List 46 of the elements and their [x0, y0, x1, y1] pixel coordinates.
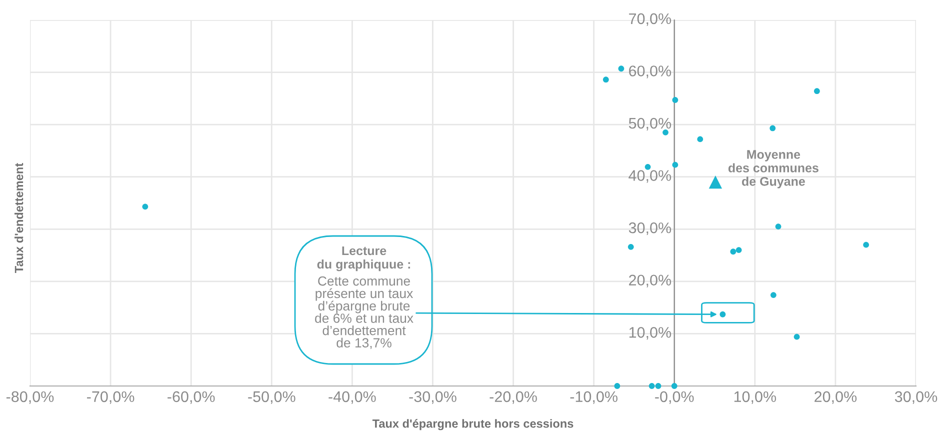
point: [142, 204, 148, 210]
x-tick-label: -70,0%: [87, 391, 134, 404]
point: [672, 97, 678, 103]
y-tick-label: 40,0%: [628, 170, 672, 183]
point: [730, 248, 736, 255]
point: [648, 383, 655, 389]
point: [708, 176, 722, 189]
point: [671, 383, 678, 389]
x-tick-label: -0,0%: [655, 391, 694, 404]
point: [770, 292, 776, 298]
x-tick-label: -30,0%: [409, 391, 456, 404]
point: [720, 311, 726, 318]
point: [697, 136, 704, 142]
x-tick-label: -60,0%: [168, 391, 215, 404]
y-tick-label: 50,0%: [628, 118, 672, 130]
y-tick-label: 60,0%: [629, 66, 672, 78]
point: [602, 76, 609, 83]
x-tick-label: -20,0%: [490, 391, 537, 404]
point: [628, 244, 634, 250]
point: [736, 247, 742, 254]
y-tick-label: 10,0%: [629, 326, 672, 340]
point: [672, 162, 678, 168]
y-axis-title: Taux d'endettement: [14, 163, 24, 273]
point: [618, 66, 624, 72]
series-label: Moyenne des communes de Guyane: [728, 150, 818, 188]
x-tick-label: -10,0%: [570, 391, 618, 404]
annotation: Cette commune présente un taux d’épargne brute de 6% et un taux d’endettement de 13,7%: [315, 276, 414, 350]
x-tick-label: -50,0%: [248, 391, 296, 404]
point: [644, 164, 651, 170]
point: [770, 125, 776, 132]
point: [794, 334, 800, 340]
point: [775, 224, 782, 230]
y-tick-label: 20,0%: [629, 274, 672, 288]
x-tick-label: -40,0%: [328, 391, 376, 404]
y-tick-label: 30,0%: [628, 222, 672, 236]
annotation: Lecture du graphiquue :: [317, 246, 410, 272]
point: [814, 88, 820, 94]
point: [655, 383, 662, 389]
point: [863, 242, 870, 248]
y-tick-label: 70,0%: [629, 13, 672, 26]
x-tick-label: 20,0%: [814, 391, 857, 404]
x-tick-label: -80,0%: [6, 391, 54, 404]
point: [614, 383, 620, 389]
x-tick-label: 10,0%: [734, 391, 776, 404]
x-axis-title: Taux d'épargne brute hors cessions: [372, 418, 574, 430]
x-tick-label: 30,0%: [894, 391, 938, 404]
